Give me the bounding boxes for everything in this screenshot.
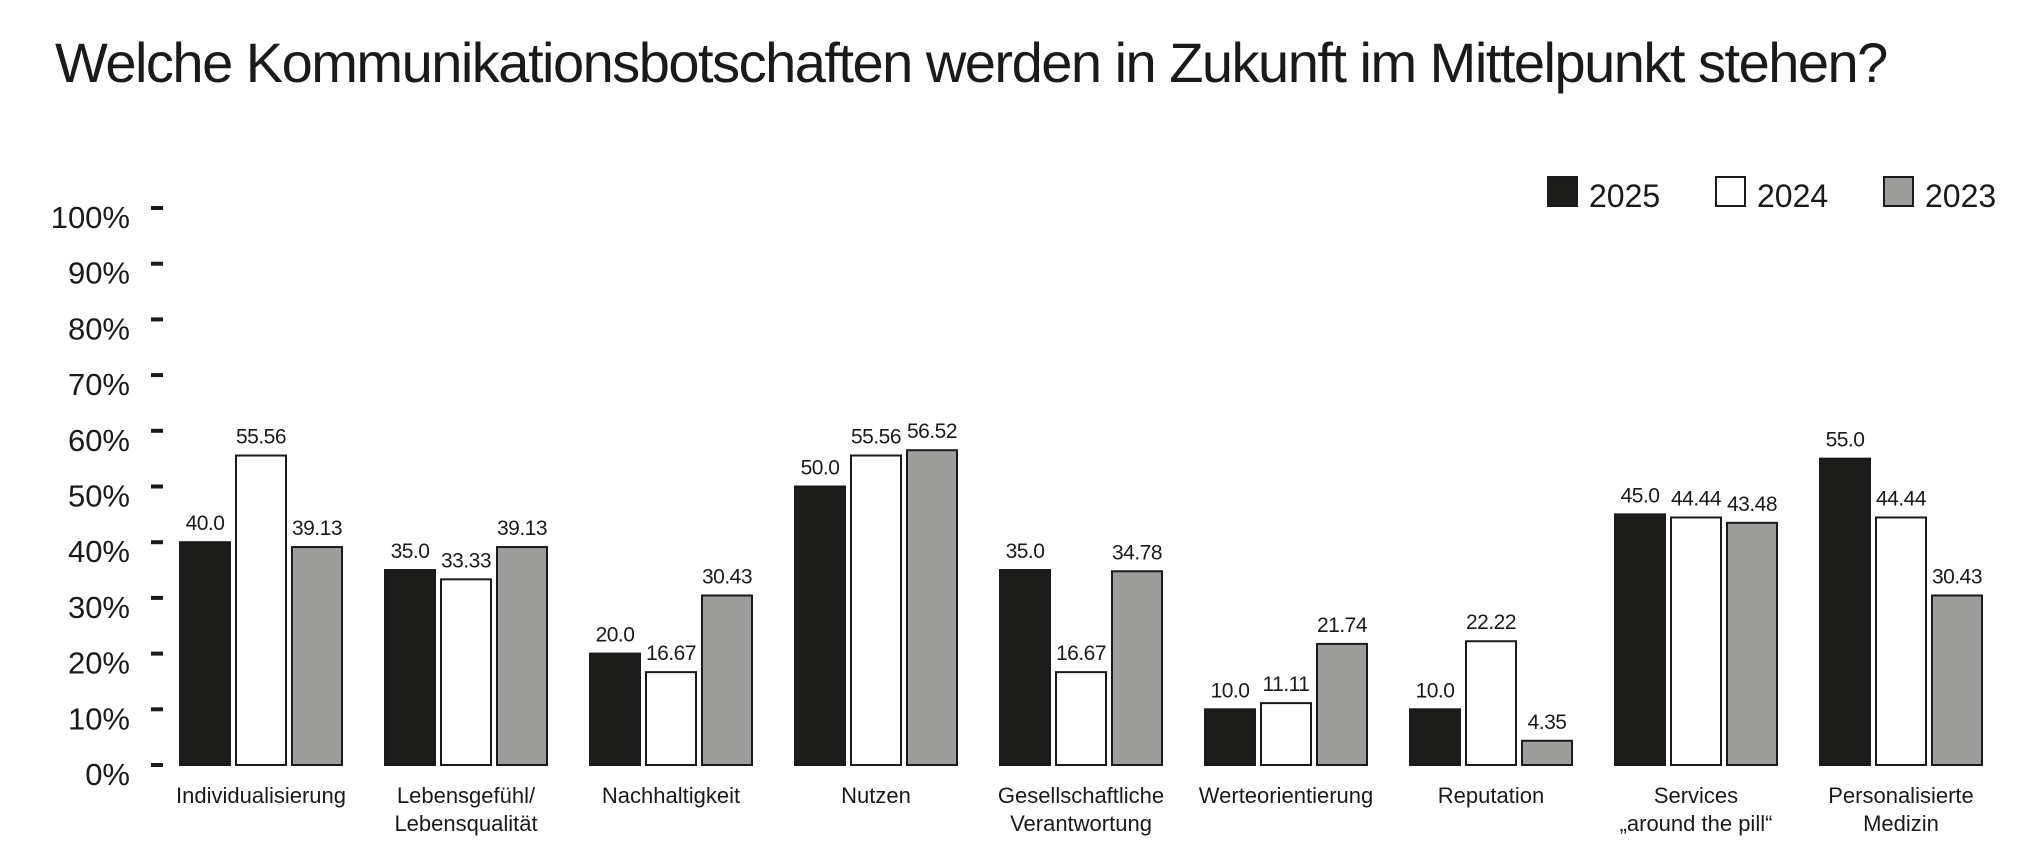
category-label: Services „around the pill“: [1620, 783, 1773, 836]
y-tick-label: 50%: [68, 479, 130, 514]
data-label: 43.48: [1727, 493, 1777, 516]
bar-2023-7: [1522, 741, 1572, 765]
legend-swatch-2024: [1716, 177, 1745, 206]
data-label: 30.43: [1932, 566, 1982, 589]
data-label: 10.0: [1416, 679, 1455, 702]
data-label: 55.56: [851, 426, 901, 449]
bar-2024-2: [441, 579, 491, 765]
bar-2024-5: [1056, 672, 1106, 765]
category-label: Personalisierte Medizin: [1828, 783, 1974, 836]
bar-2024-7: [1466, 641, 1516, 765]
data-label: 44.44: [1671, 487, 1722, 510]
data-label: 39.13: [497, 517, 547, 540]
bar-2024-1: [236, 456, 286, 765]
bar-2023-3: [702, 596, 752, 765]
bar-2023-9: [1932, 596, 1982, 765]
y-tick-label: 60%: [68, 423, 130, 458]
bar-2024-9: [1876, 517, 1926, 765]
data-label: 22.22: [1466, 611, 1516, 634]
bar-2025-8: [1615, 514, 1665, 765]
bar-2025-5: [1000, 570, 1050, 765]
data-label: 35.0: [1006, 540, 1045, 563]
data-label: 20.0: [596, 624, 635, 647]
legend-label: 2025: [1589, 178, 1660, 214]
data-label: 55.56: [236, 426, 286, 449]
y-axis: 0% 10% 20% 30% 40% 50% 60% 70% 80% 90% 100%: [51, 200, 163, 792]
data-label: 16.67: [646, 642, 696, 665]
bar-2023-6: [1317, 644, 1367, 765]
bar-2023-1: [292, 547, 342, 765]
category-label: Nachhaltigkeit: [602, 783, 740, 808]
category-label: Reputation: [1438, 783, 1544, 808]
y-tick-label: 80%: [68, 311, 130, 346]
data-label: 56.52: [907, 420, 957, 443]
legend-swatch-2025: [1548, 177, 1577, 206]
bar-2025-4: [795, 487, 845, 766]
bar-2023-5: [1112, 571, 1162, 765]
x-axis: Individualisierung Lebensgefühl/Lebensqua…: [176, 783, 1974, 836]
category-label: Lebensgefühl/Lebensqualität: [394, 783, 537, 836]
data-label: 30.43: [702, 566, 752, 589]
category-label: Werteorientierung: [1199, 783, 1373, 808]
bar-2023-2: [497, 547, 547, 765]
data-label: 50.0: [801, 457, 840, 480]
bar-2025-2: [385, 570, 435, 765]
legend-swatch-2023: [1884, 177, 1913, 206]
bar-2025-9: [1820, 459, 1870, 765]
data-label: 33.33: [441, 549, 491, 572]
data-label: 4.35: [1528, 711, 1567, 734]
data-label: 10.0: [1211, 679, 1250, 702]
data-label: 39.13: [292, 517, 342, 540]
category-label: Nutzen: [841, 783, 911, 808]
y-tick-label: 10%: [68, 701, 130, 736]
data-label: 35.0: [391, 540, 430, 563]
category-label: Gesellschaftliche Verantwortung: [998, 783, 1164, 836]
y-tick-label: 40%: [68, 534, 130, 569]
y-tick-label: 30%: [68, 590, 130, 625]
bar-2025-7: [1410, 709, 1460, 765]
bar-2023-4: [907, 450, 957, 765]
bar-2025-6: [1205, 709, 1255, 765]
y-tick-label: 100%: [51, 200, 130, 235]
data-label: 16.67: [1056, 642, 1106, 665]
data-label: 40.0: [186, 512, 225, 535]
data-label: 44.44: [1876, 487, 1927, 510]
category-label: Individualisierung: [176, 783, 346, 808]
data-label: 21.74: [1317, 614, 1368, 637]
legend-label: 2024: [1757, 178, 1828, 214]
legend: 2025 2024 2023: [1548, 177, 1996, 214]
data-label: 11.11: [1263, 673, 1310, 696]
y-tick-label: 90%: [68, 256, 130, 291]
y-tick-label: 20%: [68, 646, 130, 681]
bar-2024-4: [851, 456, 901, 765]
data-label: 34.78: [1112, 541, 1162, 564]
bar-2024-8: [1671, 517, 1721, 765]
bar-2024-6: [1261, 703, 1311, 765]
y-tick-label: 70%: [68, 367, 130, 402]
y-tick-label: 0%: [85, 757, 130, 792]
data-label: 55.0: [1826, 429, 1865, 452]
bar-2023-8: [1727, 523, 1777, 765]
legend-label: 2023: [1925, 178, 1996, 214]
bar-2024-3: [646, 672, 696, 765]
data-label: 45.0: [1621, 484, 1660, 507]
bar-2025-1: [180, 542, 230, 765]
bar-2025-3: [590, 654, 640, 765]
